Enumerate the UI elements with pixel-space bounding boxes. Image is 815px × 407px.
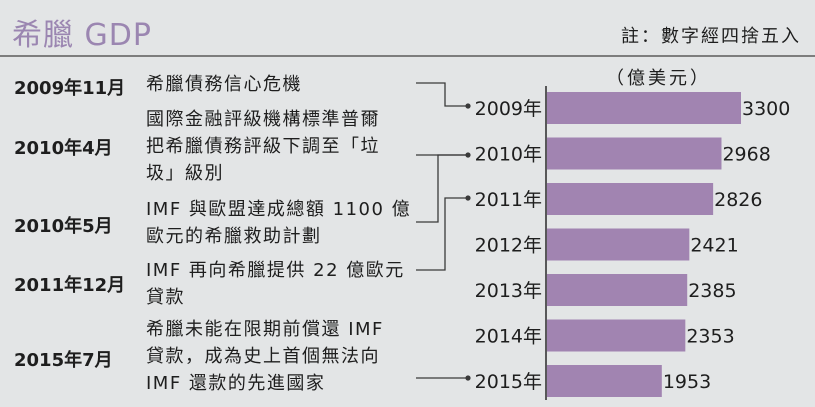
timeline-event: 國際金融評級機構標準普爾 把希臘債務評級下調至「垃 圾」級別	[146, 109, 380, 184]
timeline-date: 2015年7月	[14, 350, 113, 371]
timeline-date: 2010年4月	[14, 138, 113, 159]
bar	[547, 228, 690, 261]
value-label: 2968	[722, 144, 770, 166]
bar	[547, 92, 741, 124]
timeline-event: IMF 與歐盟達成總額 1100 億 歐元的希臘救助計劃	[146, 199, 412, 247]
header-divider	[0, 55, 815, 57]
category-label: 2011年	[475, 189, 542, 211]
bar	[547, 274, 688, 306]
timeline-event: IMF 再向希臘提供 22 億歐元 貸款	[146, 260, 405, 308]
bar	[547, 137, 722, 170]
chart-title: 希臘 GDP	[12, 18, 152, 53]
bar	[547, 365, 662, 397]
category-label: 2013年	[475, 280, 542, 302]
value-label: 2385	[688, 280, 736, 302]
value-label: 1953	[663, 371, 711, 393]
value-label: 2353	[686, 326, 734, 348]
connector-line	[416, 82, 468, 107]
connector-line	[416, 154, 468, 223]
connector-dot	[465, 152, 471, 158]
connector-line	[416, 197, 468, 271]
category-label: 2014年	[475, 326, 542, 348]
timeline-date: 2011年12月	[14, 275, 126, 296]
connector-dot	[465, 375, 471, 381]
value-label: 2421	[690, 235, 738, 257]
category-label: 2009年	[475, 98, 542, 120]
value-label: 2826	[714, 189, 762, 211]
timeline-date: 2009年11月	[14, 78, 126, 99]
value-label: 3300	[742, 98, 790, 120]
category-label: 2012年	[475, 235, 542, 257]
bar	[547, 183, 714, 215]
rounding-note: 註：數字經四捨五入	[621, 26, 801, 47]
timeline-date: 2010年5月	[14, 216, 113, 237]
connector-dot	[465, 195, 471, 201]
category-label: 2010年	[475, 144, 542, 166]
category-label: 2015年	[475, 371, 542, 393]
unit-label: （億美元）	[606, 68, 711, 89]
bar	[547, 319, 686, 352]
connector-dot	[465, 103, 471, 109]
timeline-event: 希臘債務信心危機	[146, 74, 302, 95]
timeline-event: 希臘未能在限期前償還 IMF 貸款，成為史上首個無法向 IMF 還款的先進國家	[146, 319, 384, 394]
